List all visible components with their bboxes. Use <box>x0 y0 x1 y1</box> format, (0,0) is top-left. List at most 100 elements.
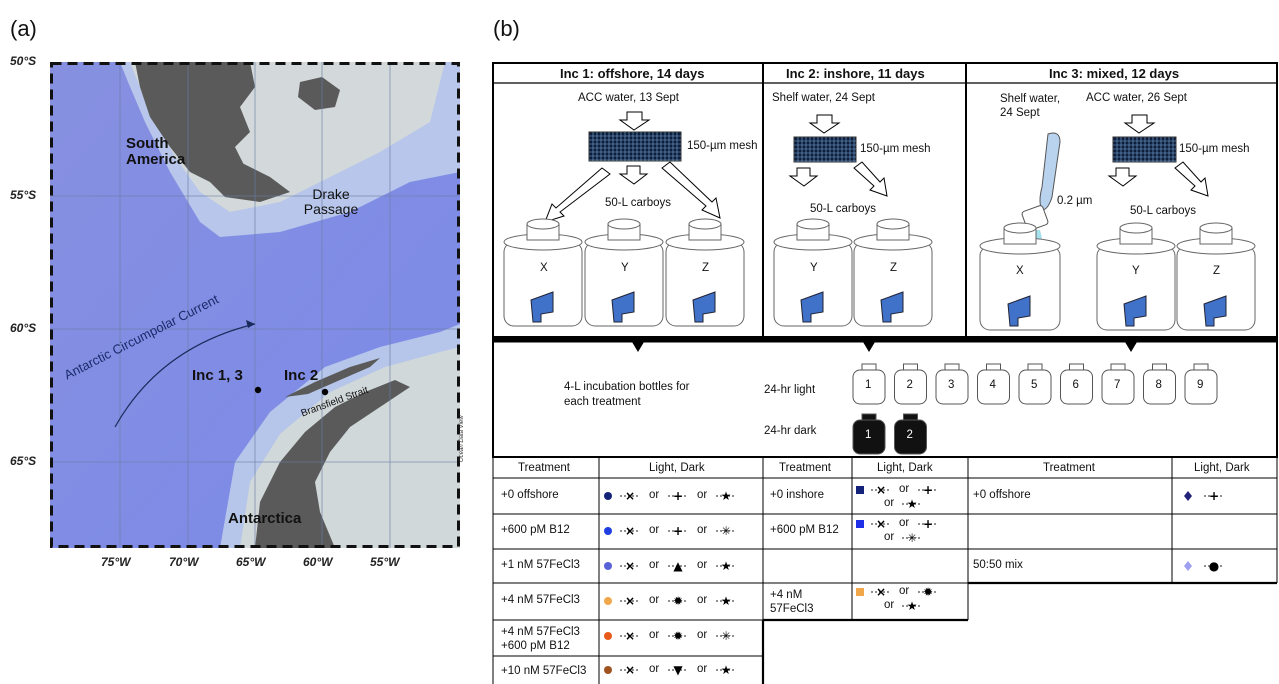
inc2-water: Shelf water, 24 Sept <box>772 92 875 104</box>
panel-b-label: (b) <box>493 16 520 41</box>
or-label: or <box>697 663 708 675</box>
inc2-carboy-z: Z <box>890 262 898 274</box>
inc2-marker-dark: ★ <box>907 599 918 613</box>
or-label: or <box>649 594 660 606</box>
mesh-lines <box>589 132 681 161</box>
inc2-lightdark-header: Light, Dark <box>877 462 933 474</box>
light-bottle-number: 4 <box>989 379 996 391</box>
lon-label-65: 65°W <box>236 555 266 569</box>
or-label: or <box>884 599 895 611</box>
hollow-arrows <box>544 111 1209 223</box>
inc1-carboys: 50-L carboys <box>605 197 672 209</box>
inc2-marker-dark: + <box>923 483 933 497</box>
carboy <box>773 218 853 327</box>
experiment-schematic: × + ★ × + ✳ × ▲ ★ × ✹ ★ × ✹ ✳ × ▼ ★ × + ★ × + ✳ × ✹ ★ + ● Inc 1: off… <box>492 62 1279 684</box>
inc1-row-label: +4 nM 57FeCl3 <box>501 594 580 606</box>
inc1-marker-dark: × <box>625 594 635 608</box>
inc1-title: Inc 1: offshore, 14 days <box>560 66 705 81</box>
light-bottle <box>1101 363 1135 405</box>
bottle-caption: 4-L incubation bottles for each treatmen… <box>564 381 690 408</box>
inc3-shelf-water: Shelf water, 24 Sept <box>1000 93 1061 119</box>
dark-bottle-number: 2 <box>906 429 913 441</box>
dark-bottle-number: 1 <box>865 429 872 441</box>
inc2-row-label: +4 nM 57FeCl3 <box>770 589 814 615</box>
inc2-title: Inc 2: inshore, 11 days <box>786 66 925 81</box>
or-label: or <box>697 629 708 641</box>
land-south-shetlands <box>285 358 380 397</box>
carboy <box>665 218 745 327</box>
inc2-marker-dark: × <box>876 585 886 599</box>
inc1-marker-dot <box>604 597 612 605</box>
light-bottle <box>1184 363 1218 405</box>
inc3-marker-dark: + <box>1209 489 1219 503</box>
carboy <box>503 218 583 327</box>
mesh-inc1 <box>588 131 682 162</box>
light-label: 24-hr light <box>764 384 816 396</box>
or-label: or <box>649 629 660 641</box>
light-bottle <box>977 363 1010 405</box>
inc3-carboys: 50-L carboys <box>1130 205 1197 217</box>
light-bottle-number: 8 <box>1155 379 1162 391</box>
station-inc2-marker <box>321 388 329 396</box>
inc3-carboy-x: X <box>1016 265 1024 277</box>
inc3-row-label: +0 offshore <box>973 489 1031 501</box>
inc1-marker-dot <box>604 562 612 570</box>
inc1-lightdark-header: Light, Dark <box>649 462 705 474</box>
dark-label: 24-hr dark <box>764 425 817 437</box>
carboy <box>1176 222 1256 331</box>
light-bottle <box>1143 363 1176 405</box>
light-bottle <box>935 363 969 405</box>
inc2-carboy-y: Y <box>810 262 818 274</box>
inc1-treatment-header: Treatment <box>518 462 570 474</box>
light-bottle-number: 7 <box>1114 379 1121 391</box>
lon-label-70: 70°W <box>169 555 199 569</box>
schematic-graphic: × + ★ × + ✳ × ▲ ★ × ✹ ★ × ✹ ✳ × ▼ ★ × + ★ × + ✳ × ✹ ★ + ● <box>492 62 1278 684</box>
lat-label-55: 55°S <box>10 188 37 202</box>
inc1-marker-dark: ✹ <box>673 594 683 608</box>
antarctica-label: Antarctica <box>228 510 302 527</box>
lat-label-60: 60°S <box>10 321 37 335</box>
inc1-marker-dark: + <box>673 524 683 538</box>
or-label: or <box>884 497 895 509</box>
or-label: or <box>899 585 910 597</box>
inc2-marker-dot <box>856 588 864 596</box>
inc1-row-label: +600 pM B12 <box>501 524 570 536</box>
inc1-row-label: +0 offshore <box>501 489 559 501</box>
inc13-label: Inc 1, 3 <box>192 367 243 384</box>
inc2-marker-dark: + <box>923 517 933 531</box>
or-label: or <box>697 559 708 571</box>
drake-passage-label: Drake Passage <box>303 186 359 217</box>
map-graphic <box>50 62 460 548</box>
inc1-marker-dark: × <box>625 663 635 677</box>
inc3-marker-dot <box>1184 561 1192 571</box>
inc2-treatment-header: Treatment <box>779 462 831 474</box>
inc1-marker-dark: ★ <box>721 594 732 608</box>
inc3-marker-dark: ● <box>1209 559 1219 573</box>
inc1-marker-dark: ▲ <box>673 559 683 573</box>
odv-credit: Ocean Data View <box>459 415 465 462</box>
inc1-row-label: +4 nM 57FeCl3 +600 pM B12 <box>501 626 580 652</box>
land-falklands <box>298 77 340 110</box>
light-bottle-number: 2 <box>906 379 913 391</box>
or-label: or <box>899 483 910 495</box>
carboys <box>503 218 1256 331</box>
inc1-marker-dark: ✹ <box>673 629 683 643</box>
light-bottle <box>1060 363 1093 405</box>
inc1-marker-dot <box>604 666 612 674</box>
mesh-lines <box>1113 137 1176 162</box>
light-bottle-number: 6 <box>1072 379 1079 391</box>
inc2-marker-dark: ✹ <box>923 585 933 599</box>
dark-bottle <box>852 413 886 455</box>
dark-bottle <box>894 413 927 455</box>
light-bottle <box>852 363 886 405</box>
or-label: or <box>649 524 660 536</box>
acc-arrow <box>114 323 256 428</box>
land-antarctic-peninsula <box>255 380 410 548</box>
inc3-mesh: 150-µm mesh <box>1179 143 1250 155</box>
inc3-acc-water: ACC water, 26 Sept <box>1086 92 1187 104</box>
inc1-carboy-z: Z <box>702 262 710 274</box>
lon-label-55: 55°W <box>370 555 400 569</box>
station-inc13-marker <box>254 386 262 394</box>
light-bottle-number: 5 <box>1031 379 1038 391</box>
inc1-carboy-y: Y <box>621 262 629 274</box>
